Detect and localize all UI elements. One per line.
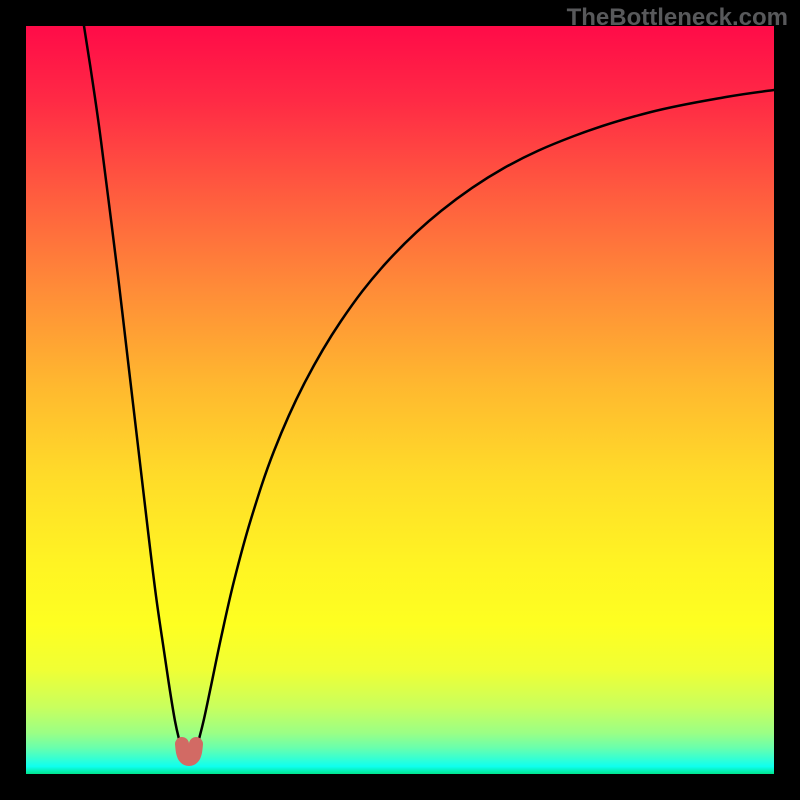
gradient-background [26,26,774,774]
watermark-text: TheBottleneck.com [567,4,788,32]
plot-frame [0,0,800,800]
chart-root: TheBottleneck.com [0,0,800,800]
dip-marker [182,744,196,759]
plot-svg [26,26,774,774]
plot-inner [26,26,774,774]
